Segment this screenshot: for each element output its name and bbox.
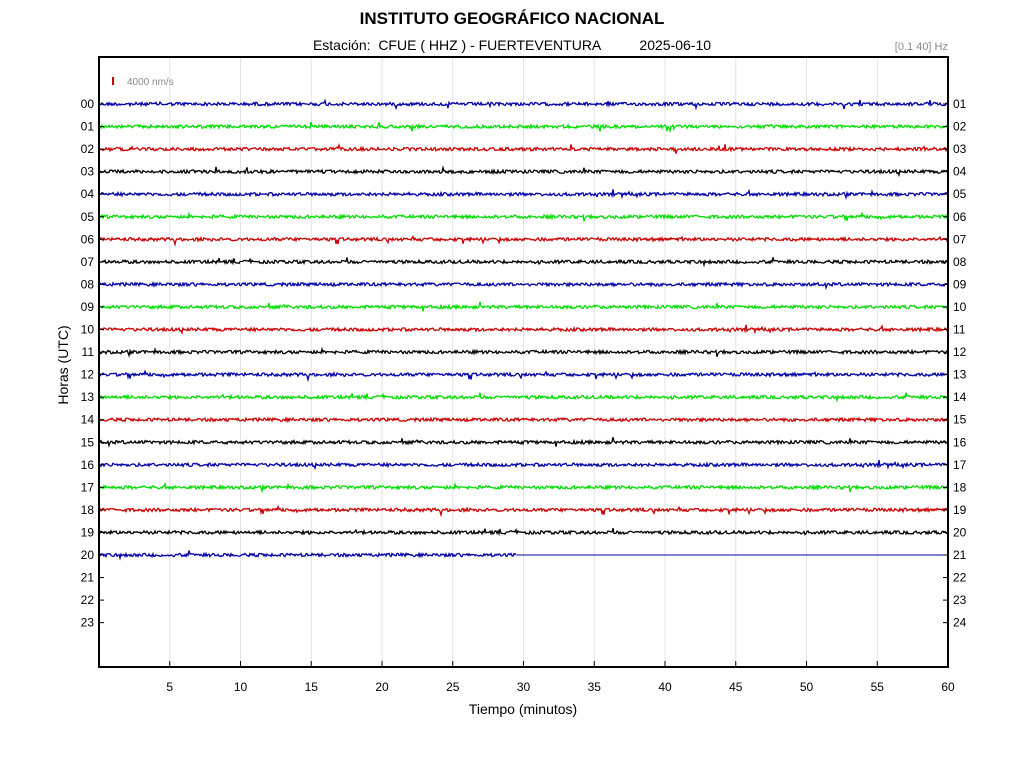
y-tick-label-left-08: 08 bbox=[81, 277, 95, 291]
x-tick-label-20: 20 bbox=[375, 680, 389, 694]
y-tick-label-right-05: 05 bbox=[953, 187, 967, 201]
scale-bar bbox=[112, 77, 114, 85]
y-tick-label-right-24: 24 bbox=[953, 616, 967, 630]
y-tick-label-right-10: 10 bbox=[953, 300, 967, 314]
scale-bar-label: 4000 nm/s bbox=[127, 77, 174, 88]
trace-hour-15 bbox=[98, 437, 949, 448]
trace-hour-04 bbox=[98, 188, 949, 201]
y-tick-label-right-21: 21 bbox=[953, 548, 967, 562]
y-tick-label-right-01: 01 bbox=[953, 97, 967, 111]
y-tick-label-left-20: 20 bbox=[81, 548, 95, 562]
y-tick-label-left-03: 03 bbox=[81, 165, 95, 179]
trace-hour-12 bbox=[98, 369, 949, 383]
x-axis-ticks: 5 10 15 20 25 30 35 40 45 50 55 60 bbox=[166, 661, 955, 694]
trace-hour-00 bbox=[98, 98, 949, 111]
trace-hour-17 bbox=[98, 481, 949, 494]
y-tick-label-left-12: 12 bbox=[81, 368, 95, 382]
trace-hour-19 bbox=[98, 527, 949, 537]
y-tick-label-right-22: 22 bbox=[953, 571, 967, 585]
trace-hour-20 bbox=[98, 550, 517, 561]
y-tick-label-right-08: 08 bbox=[953, 255, 967, 269]
y-tick-label-left-10: 10 bbox=[81, 323, 95, 337]
station-name: CFUE ( HHZ ) - FUERTEVENTURA bbox=[378, 37, 601, 53]
seismic-traces bbox=[98, 98, 949, 561]
y-tick-label-right-20: 20 bbox=[953, 525, 967, 539]
y-tick-label-right-18: 18 bbox=[953, 480, 967, 494]
y-tick-label-left-13: 13 bbox=[81, 390, 95, 404]
y-tick-label-right-06: 06 bbox=[953, 210, 967, 224]
y-tick-label-left-23: 23 bbox=[81, 616, 95, 630]
filter-band: [0.1 40] Hz bbox=[894, 41, 948, 53]
y-tick-label-right-11: 11 bbox=[953, 323, 966, 337]
y-tick-label-left-17: 17 bbox=[81, 480, 95, 494]
trace-hour-13 bbox=[98, 392, 949, 403]
y-tick-label-left-01: 01 bbox=[81, 120, 95, 134]
record-date: 2025-06-10 bbox=[639, 37, 712, 53]
chart-subtitle: Estación: CFUE ( HHZ ) - FUERTEVENTURA 2… bbox=[0, 37, 1024, 53]
y-tick-label-left-02: 02 bbox=[81, 142, 95, 156]
x-tick-label-50: 50 bbox=[800, 680, 814, 694]
y-tick-label-right-13: 13 bbox=[953, 368, 967, 382]
y-tick-label-right-15: 15 bbox=[953, 413, 967, 427]
x-tick-label-10: 10 bbox=[234, 680, 248, 694]
y-tick-label-left-00: 00 bbox=[81, 97, 95, 111]
y-tick-label-right-07: 07 bbox=[953, 232, 967, 246]
x-tick-label-30: 30 bbox=[517, 680, 531, 694]
y-tick-label-right-09: 09 bbox=[953, 277, 967, 291]
y-tick-label-left-09: 09 bbox=[81, 300, 95, 314]
y-tick-label-right-16: 16 bbox=[953, 435, 967, 449]
x-tick-label-35: 35 bbox=[588, 680, 602, 694]
y-tick-label-right-17: 17 bbox=[953, 458, 967, 472]
trace-hour-14 bbox=[98, 416, 949, 424]
station-label: Estación: bbox=[312, 37, 371, 53]
trace-hour-03 bbox=[98, 165, 949, 178]
x-tick-label-60: 60 bbox=[941, 680, 955, 694]
y-tick-label-right-23: 23 bbox=[953, 593, 967, 607]
y-tick-label-right-04: 04 bbox=[953, 165, 967, 179]
y-tick-label-left-04: 04 bbox=[81, 187, 95, 201]
y-tick-label-left-07: 07 bbox=[81, 255, 95, 269]
y-tick-label-left-19: 19 bbox=[81, 525, 95, 539]
trace-hour-06 bbox=[98, 235, 949, 247]
trace-hour-05 bbox=[98, 211, 949, 222]
y-tick-label-right-19: 19 bbox=[953, 503, 967, 517]
trace-hour-09 bbox=[98, 301, 949, 312]
y-tick-label-left-15: 15 bbox=[81, 435, 95, 449]
y-axis-label: Horas (UTC) bbox=[55, 325, 71, 404]
y-tick-label-left-21: 21 bbox=[81, 571, 95, 585]
trace-hour-10 bbox=[98, 324, 949, 335]
trace-hour-02 bbox=[98, 142, 949, 154]
trace-hour-11 bbox=[98, 346, 949, 358]
y-tick-label-left-18: 18 bbox=[81, 503, 95, 517]
x-tick-label-55: 55 bbox=[871, 680, 885, 694]
y-tick-label-left-22: 22 bbox=[81, 593, 95, 607]
trace-hour-07 bbox=[98, 257, 948, 268]
y-tick-label-right-02: 02 bbox=[953, 120, 967, 134]
y-tick-label-right-03: 03 bbox=[953, 142, 967, 156]
x-axis-label: Tiempo (minutos) bbox=[469, 701, 577, 717]
x-tick-label-15: 15 bbox=[305, 680, 319, 694]
y-tick-label-left-16: 16 bbox=[81, 458, 95, 472]
y-tick-label-left-06: 06 bbox=[81, 232, 95, 246]
y-tick-label-left-14: 14 bbox=[81, 413, 95, 427]
grid-lines bbox=[169, 57, 878, 667]
trace-hour-16 bbox=[98, 459, 949, 471]
trace-hour-01 bbox=[98, 121, 949, 134]
y-axis-ticks: 00 01 02 03 04 05 06 07 08 09 10 11 12 13 14 15 16 17 18 19… bbox=[81, 97, 967, 630]
trace-hour-08 bbox=[98, 280, 949, 291]
x-tick-label-40: 40 bbox=[658, 680, 672, 694]
y-tick-label-right-14: 14 bbox=[953, 390, 967, 404]
x-tick-label-5: 5 bbox=[166, 680, 173, 694]
x-tick-label-45: 45 bbox=[729, 680, 743, 694]
y-tick-label-right-12: 12 bbox=[953, 345, 967, 359]
trace-hour-18 bbox=[98, 504, 949, 518]
chart-title: INSTITUTO GEOGRÁFICO NACIONAL bbox=[359, 9, 665, 28]
y-tick-label-left-05: 05 bbox=[81, 210, 95, 224]
x-tick-label-25: 25 bbox=[446, 680, 460, 694]
y-tick-label-left-11: 11 bbox=[82, 345, 95, 359]
